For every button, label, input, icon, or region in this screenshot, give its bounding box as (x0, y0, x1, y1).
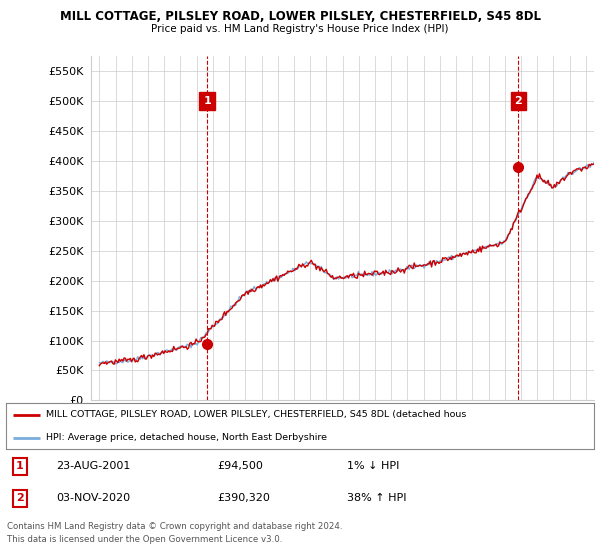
Text: Price paid vs. HM Land Registry's House Price Index (HPI): Price paid vs. HM Land Registry's House … (151, 24, 449, 34)
Text: 23-AUG-2001: 23-AUG-2001 (56, 461, 130, 472)
Text: 2: 2 (515, 96, 522, 106)
Text: This data is licensed under the Open Government Licence v3.0.: This data is licensed under the Open Gov… (7, 535, 283, 544)
Text: 1: 1 (16, 461, 24, 472)
Text: HPI: Average price, detached house, North East Derbyshire: HPI: Average price, detached house, Nort… (46, 433, 327, 442)
Text: 38% ↑ HPI: 38% ↑ HPI (347, 493, 407, 503)
Text: 1% ↓ HPI: 1% ↓ HPI (347, 461, 400, 472)
Text: 2: 2 (16, 493, 24, 503)
Text: 1: 1 (203, 96, 211, 106)
Text: MILL COTTAGE, PILSLEY ROAD, LOWER PILSLEY, CHESTERFIELD, S45 8DL: MILL COTTAGE, PILSLEY ROAD, LOWER PILSLE… (59, 10, 541, 23)
Text: 03-NOV-2020: 03-NOV-2020 (56, 493, 130, 503)
Text: Contains HM Land Registry data © Crown copyright and database right 2024.: Contains HM Land Registry data © Crown c… (7, 522, 343, 531)
Text: MILL COTTAGE, PILSLEY ROAD, LOWER PILSLEY, CHESTERFIELD, S45 8DL (detached hous: MILL COTTAGE, PILSLEY ROAD, LOWER PILSLE… (46, 410, 466, 419)
Text: £390,320: £390,320 (218, 493, 271, 503)
Text: £94,500: £94,500 (218, 461, 263, 472)
